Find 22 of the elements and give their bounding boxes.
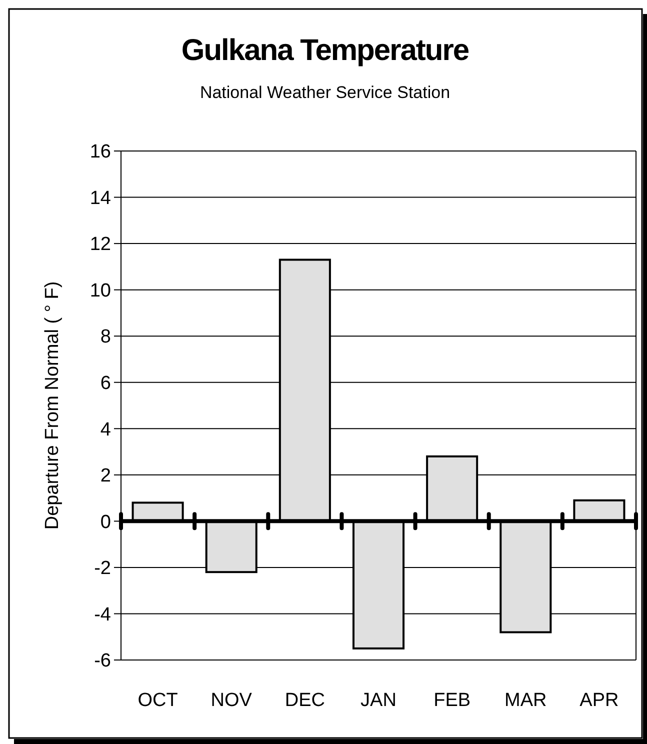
x-tick-label: JAN xyxy=(360,690,396,711)
y-tick-label: 16 xyxy=(90,142,111,163)
y-tick-label: 14 xyxy=(90,188,112,209)
x-tick-label: OCT xyxy=(138,690,178,711)
y-tick-label: 0 xyxy=(100,512,111,533)
x-tick-label: APR xyxy=(580,690,619,711)
y-tick-label: 4 xyxy=(100,419,112,440)
y-axis-title: Departure From Normal ( ° F) xyxy=(42,281,63,530)
chart-title: Gulkana Temperature xyxy=(181,34,469,67)
y-tick-label: 12 xyxy=(90,234,111,256)
y-tick-label: -4 xyxy=(94,604,112,626)
y-tick-label: 10 xyxy=(90,280,111,302)
y-tick-label: 8 xyxy=(100,326,111,348)
chart-subtitle: National Weather Service Station xyxy=(200,83,450,102)
y-tick-label: 2 xyxy=(100,466,111,487)
x-tick-label: FEB xyxy=(434,690,471,711)
x-tick-label: DEC xyxy=(284,690,325,711)
y-tick-label: 6 xyxy=(100,373,111,394)
y-tick-label: -6 xyxy=(94,650,111,672)
x-tick-label: MAR xyxy=(504,690,547,711)
y-tick-label: -2 xyxy=(94,558,111,580)
x-tick-label: NOV xyxy=(210,690,252,711)
